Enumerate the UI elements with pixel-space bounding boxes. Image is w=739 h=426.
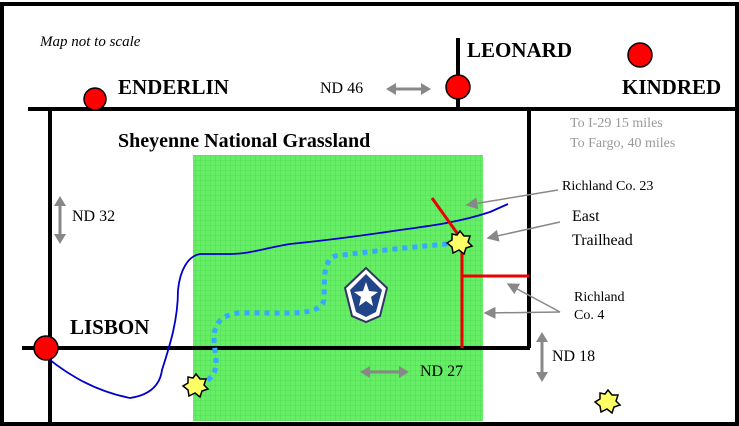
- legend-trailhead-marker: [593, 388, 622, 415]
- trailhead-label-line2: Trailhead: [572, 232, 633, 249]
- town-label-leonard: LEONARD: [467, 38, 573, 62]
- kindred-marker: [627, 42, 653, 68]
- grassland-label: Sheyenne National Grassland: [118, 130, 371, 152]
- grassland-area: [193, 155, 483, 421]
- road-label-richland4-line2: Co. 4: [574, 308, 605, 323]
- road-label-nd32: ND 32: [72, 208, 116, 225]
- north-country-trail: [197, 240, 461, 386]
- road-label-richland4-line1: Richland: [574, 290, 625, 305]
- leonard-marker: [445, 74, 471, 100]
- label-pointers: [465, 189, 561, 319]
- road-label-nd18: ND 18: [552, 348, 596, 365]
- direction-fargo: To Fargo, 40 miles: [570, 136, 676, 151]
- town-markers: [33, 42, 653, 361]
- lisbon-marker: [33, 335, 59, 361]
- east-trailhead-marker: [445, 229, 474, 256]
- richland-23-road: [430, 197, 529, 278]
- town-label-kindred: KINDRED: [622, 75, 722, 99]
- road-label-richland23: Richland Co. 23: [562, 179, 654, 194]
- direction-i29: To I-29 15 miles: [570, 116, 663, 131]
- enderlin-marker: [83, 87, 107, 111]
- trailhead-label-line1: East: [572, 208, 600, 225]
- road-label-nd46: ND 46: [320, 80, 364, 97]
- sheyenne-river: [35, 203, 509, 399]
- road-label-nd27: ND 27: [420, 363, 464, 380]
- direction-arrows: [58, 87, 544, 378]
- town-label-enderlin: ENDERLIN: [118, 75, 229, 99]
- map-note: Map not to scale: [40, 34, 141, 50]
- nct-shield-icon: [343, 266, 389, 324]
- town-label-lisbon: LISBON: [70, 315, 150, 339]
- west-trailhead-marker: [181, 372, 210, 399]
- trailhead-markers: [181, 229, 622, 415]
- county-roads: [430, 197, 529, 348]
